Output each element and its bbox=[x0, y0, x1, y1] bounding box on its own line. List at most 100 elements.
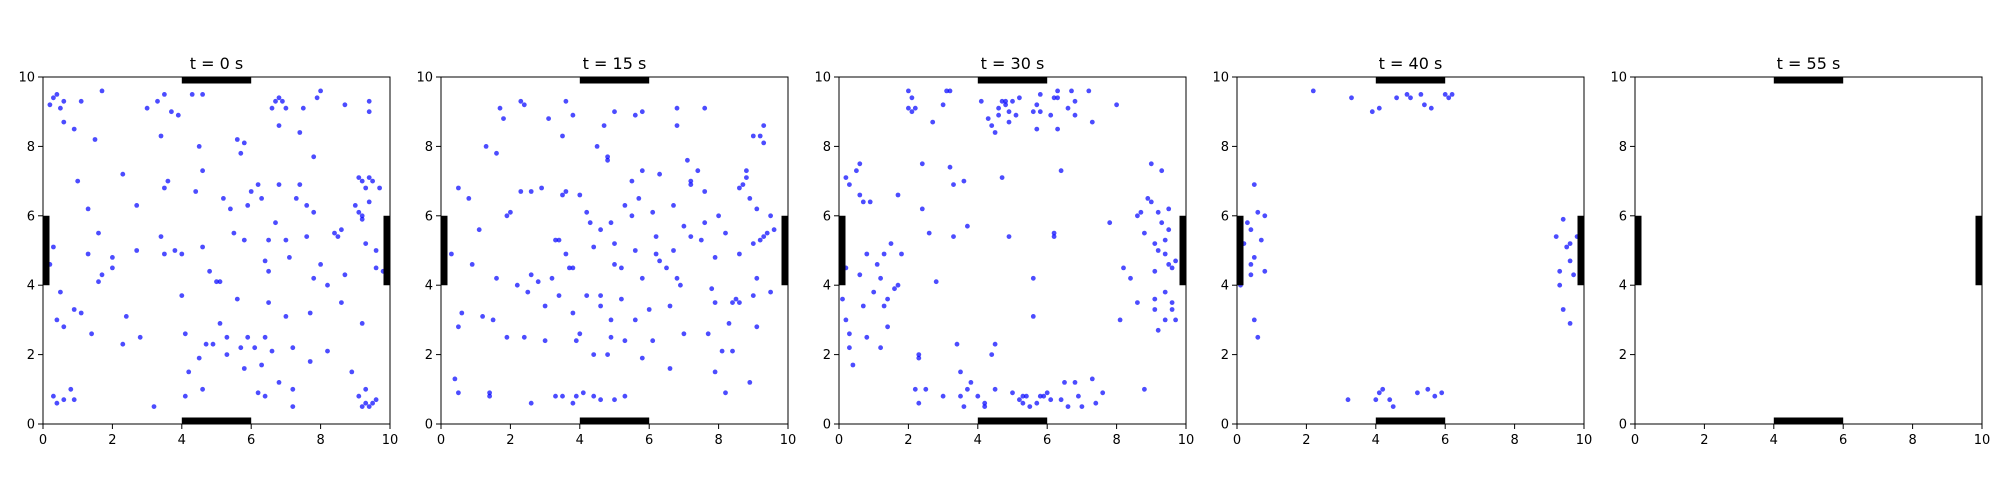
agent-point bbox=[888, 241, 894, 247]
y-tick-label: 2 bbox=[823, 348, 831, 363]
agent-point bbox=[158, 234, 164, 240]
axes-frame bbox=[1634, 76, 1983, 425]
x-tick-label: 8 bbox=[714, 433, 722, 448]
agent-point bbox=[919, 161, 925, 167]
agent-point bbox=[1428, 105, 1434, 111]
agent-point bbox=[182, 393, 188, 399]
agent-point bbox=[259, 196, 264, 201]
agent-point bbox=[881, 251, 887, 257]
agent-point bbox=[200, 168, 206, 174]
agent-point bbox=[370, 178, 375, 184]
agent-point bbox=[490, 317, 496, 323]
agent-point bbox=[553, 393, 558, 399]
agent-point bbox=[262, 334, 268, 340]
panel-title: t = 0 s bbox=[190, 54, 243, 73]
agent-point bbox=[120, 341, 126, 347]
agent-point bbox=[266, 300, 271, 305]
agent-point bbox=[99, 272, 105, 278]
agent-point bbox=[598, 293, 603, 298]
agent-point bbox=[1564, 244, 1570, 250]
agent-point bbox=[622, 338, 628, 344]
agent-point bbox=[560, 133, 565, 139]
agent-point bbox=[1567, 321, 1573, 326]
agent-point bbox=[297, 182, 303, 188]
agent-point bbox=[96, 230, 101, 236]
agent-point bbox=[1024, 393, 1029, 399]
agent-point bbox=[494, 150, 499, 156]
agent-point bbox=[705, 331, 711, 337]
agent-point bbox=[636, 196, 642, 201]
agent-point bbox=[314, 95, 320, 101]
agent-point bbox=[667, 303, 673, 309]
agent-point bbox=[573, 338, 579, 344]
agent-point bbox=[992, 386, 998, 392]
agent-point bbox=[619, 265, 624, 271]
agent-point bbox=[1255, 334, 1261, 340]
agent-point bbox=[58, 105, 63, 111]
y-tick-label: 8 bbox=[1221, 140, 1229, 155]
agent-point bbox=[975, 393, 981, 399]
agent-point bbox=[702, 105, 708, 111]
y-tick-label: 6 bbox=[1619, 209, 1627, 224]
agent-point bbox=[528, 272, 534, 278]
agent-point bbox=[169, 109, 174, 115]
panel-title: t = 15 s bbox=[583, 54, 647, 73]
agent-point bbox=[1003, 98, 1008, 104]
x-tick-label: 2 bbox=[1700, 433, 1708, 448]
x-tick-label: 4 bbox=[1770, 433, 1778, 448]
agent-point bbox=[940, 102, 946, 108]
agent-point bbox=[300, 105, 306, 111]
agent-point bbox=[992, 130, 998, 135]
agent-point bbox=[1155, 327, 1161, 333]
agent-point bbox=[269, 105, 275, 111]
agent-point bbox=[307, 310, 313, 316]
agent-point bbox=[214, 279, 219, 285]
agent-point bbox=[476, 227, 482, 233]
agent-point bbox=[228, 206, 233, 212]
agent-point bbox=[747, 196, 753, 201]
x-tick-label: 10 bbox=[780, 433, 797, 448]
panel-0: t = 0 s 0 2 4 6 8 10 0 2 4 6 8 10 bbox=[18, 54, 398, 448]
agent-point bbox=[674, 123, 680, 128]
agent-point bbox=[671, 203, 676, 208]
agent-point bbox=[951, 182, 956, 188]
x-tick-label: 4 bbox=[1372, 433, 1380, 448]
agent-point bbox=[71, 397, 77, 403]
agent-point bbox=[671, 248, 676, 253]
agent-point bbox=[702, 189, 708, 194]
agent-point bbox=[723, 230, 728, 236]
agent-point bbox=[750, 133, 756, 139]
agent-point bbox=[733, 296, 739, 302]
agent-point bbox=[1442, 92, 1448, 97]
agent-point bbox=[667, 366, 673, 371]
agent-point bbox=[1557, 268, 1563, 274]
agent-point bbox=[1065, 404, 1071, 409]
y-tick-label: 10 bbox=[18, 71, 35, 86]
y-tick-label: 0 bbox=[27, 418, 35, 433]
x-tick-label: 0 bbox=[437, 433, 445, 448]
agent-point bbox=[280, 98, 285, 104]
agent-point bbox=[1055, 126, 1060, 132]
agent-point bbox=[1055, 95, 1060, 101]
agent-point bbox=[598, 303, 603, 309]
agent-point bbox=[744, 175, 749, 181]
agent-point bbox=[1380, 386, 1386, 392]
agent-point bbox=[356, 209, 362, 215]
agent-point bbox=[359, 216, 365, 222]
agent-point bbox=[567, 265, 572, 271]
agent-point bbox=[1037, 393, 1043, 399]
agent-point bbox=[885, 324, 890, 330]
agent-point bbox=[1058, 168, 1064, 174]
agent-point bbox=[1051, 234, 1057, 240]
agent-point bbox=[657, 258, 662, 264]
agent-point bbox=[681, 223, 687, 229]
agent-point bbox=[68, 386, 74, 392]
agent-point bbox=[363, 185, 369, 191]
agent-point bbox=[1248, 262, 1254, 267]
agent-point bbox=[172, 248, 178, 253]
agent-point bbox=[1169, 300, 1175, 305]
agent-point bbox=[366, 199, 372, 205]
agent-point bbox=[307, 359, 313, 364]
agent-point bbox=[359, 321, 365, 326]
agent-point bbox=[1404, 92, 1410, 97]
